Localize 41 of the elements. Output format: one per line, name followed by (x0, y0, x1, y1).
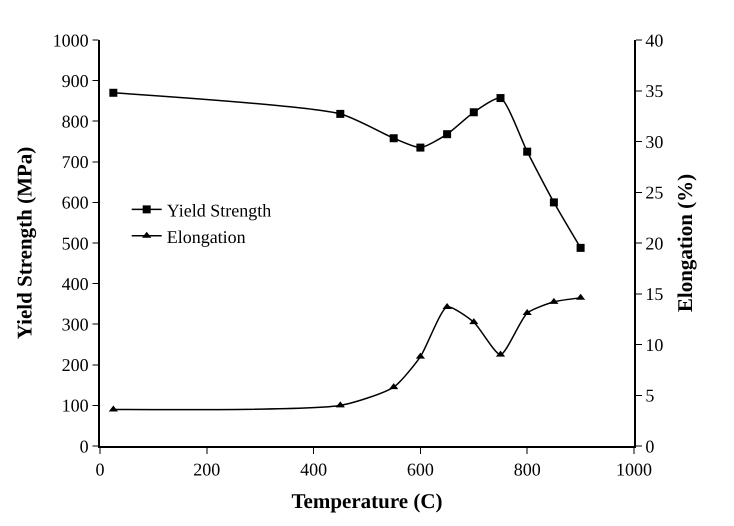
x-tick-label: 1000 (616, 459, 652, 480)
y-tick-label: 0 (80, 436, 89, 456)
y-tick-label: 900 (62, 70, 89, 91)
y-tick-label: 600 (62, 192, 89, 213)
point (109, 88, 118, 97)
point (336, 110, 344, 118)
y2-tick-label: 15 (645, 284, 664, 304)
y2-tick-label: 20 (645, 233, 664, 254)
y2-tick-label: 5 (645, 386, 654, 406)
legend-label: Elongation (166, 226, 246, 247)
y-axis-title: Yield Strength (MPa) (12, 146, 36, 340)
y2-tick-label: 0 (645, 436, 654, 456)
x-axis-title: Temperature (C) (291, 489, 443, 514)
point (496, 94, 504, 102)
y2-tick-label: 25 (645, 182, 664, 203)
point (443, 130, 452, 138)
y-tick-label: 100 (62, 396, 89, 416)
y2-tick-label: 35 (645, 81, 664, 102)
y-tick-label: 700 (62, 152, 89, 172)
x-tick-label: 0 (96, 459, 104, 480)
y-tick-label: 500 (62, 233, 89, 254)
point (390, 134, 398, 142)
point (550, 198, 558, 206)
y2-tick-label: 40 (645, 30, 664, 50)
y-tick-label: 800 (62, 112, 89, 132)
x-tick-label: 600 (406, 459, 434, 480)
y2-tick-label: 30 (645, 132, 664, 152)
y2-axis-title: Elongation (%) (673, 174, 698, 312)
y2-tick-label: 10 (645, 334, 664, 355)
x-tick-label: 200 (193, 459, 220, 480)
point (523, 148, 532, 156)
x-tick-label: 400 (300, 459, 328, 480)
point (416, 144, 424, 152)
point (576, 244, 585, 252)
y-tick-label: 1000 (52, 30, 89, 50)
point (470, 108, 478, 116)
legend-label: Yield Strength (166, 200, 272, 220)
y-tick-label: 200 (62, 355, 89, 376)
y-tick-label: 400 (62, 274, 89, 294)
y-tick-label: 300 (62, 314, 89, 334)
x-tick-label: 800 (514, 459, 541, 480)
